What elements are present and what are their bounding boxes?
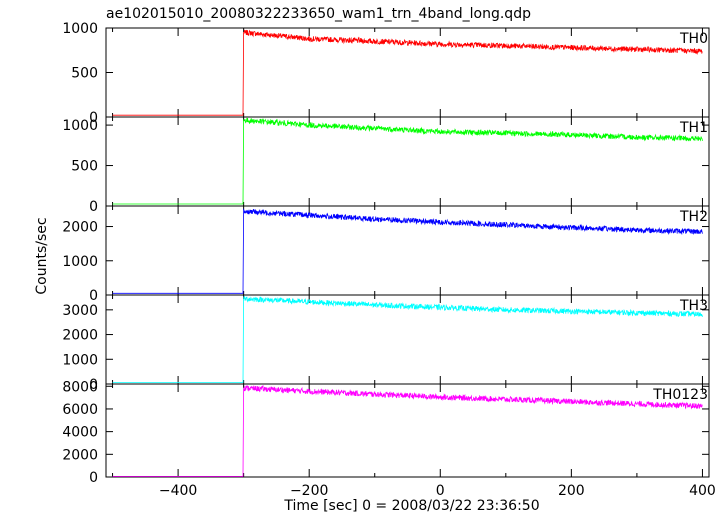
y-tick-label-th0123: 8000 [62, 379, 98, 395]
y-tick-label-th2: 2000 [62, 220, 98, 236]
x-tick-label: 0 [436, 483, 445, 499]
series-label-th0123: TH0123 [652, 387, 708, 403]
y-tick-label-th3: 3000 [62, 303, 98, 319]
y-tick-label-th0: 1000 [62, 21, 98, 37]
y-tick-label-th1: 1000 [62, 118, 98, 134]
series-line-th3 [112, 296, 703, 383]
series-label-th3: TH3 [679, 298, 708, 314]
x-axis-label: Time [sec] 0 = 2008/03/22 23:36:50 [283, 498, 539, 514]
y-tick-label-th2: 1000 [62, 254, 98, 270]
series-line-th2 [112, 208, 703, 294]
y-tick-label-th2: 0 [89, 288, 98, 304]
y-tick-label-th0: 500 [71, 66, 98, 82]
y-tick-label-th3: 0 [89, 377, 98, 393]
x-tick-label: 400 [689, 483, 716, 499]
y-tick-label-th0: 0 [89, 110, 98, 126]
y-axis-label: Counts/sec [34, 217, 50, 294]
y-tick-label-th1: 500 [71, 159, 98, 175]
y-tick-label-th1: 0 [89, 199, 98, 215]
y-tick-label-th3: 2000 [62, 328, 98, 344]
series-line-th0123 [112, 384, 703, 477]
panel-frame-th0123 [105, 383, 710, 478]
x-tick-label: −400 [159, 483, 197, 499]
y-tick-label-th0123: 4000 [62, 425, 98, 441]
x-tick-label: 200 [558, 483, 585, 499]
series-line-th1 [112, 117, 703, 205]
x-tick-label: −200 [290, 483, 328, 499]
series-label-th2: TH2 [679, 209, 708, 225]
series-label-th1: TH1 [679, 120, 708, 136]
y-tick-label-th0123: 0 [89, 470, 98, 486]
series-label-th0: TH0 [679, 31, 708, 47]
series-line-th0 [112, 29, 703, 116]
y-tick-label-th0123: 2000 [62, 447, 98, 463]
panel-frame-th1 [105, 116, 710, 207]
y-tick-label-th3: 1000 [62, 352, 98, 368]
y-tick-label-th0123: 6000 [62, 402, 98, 418]
chart-title: ae102015010_20080322233650_wam1_trn_4ban… [106, 6, 531, 22]
